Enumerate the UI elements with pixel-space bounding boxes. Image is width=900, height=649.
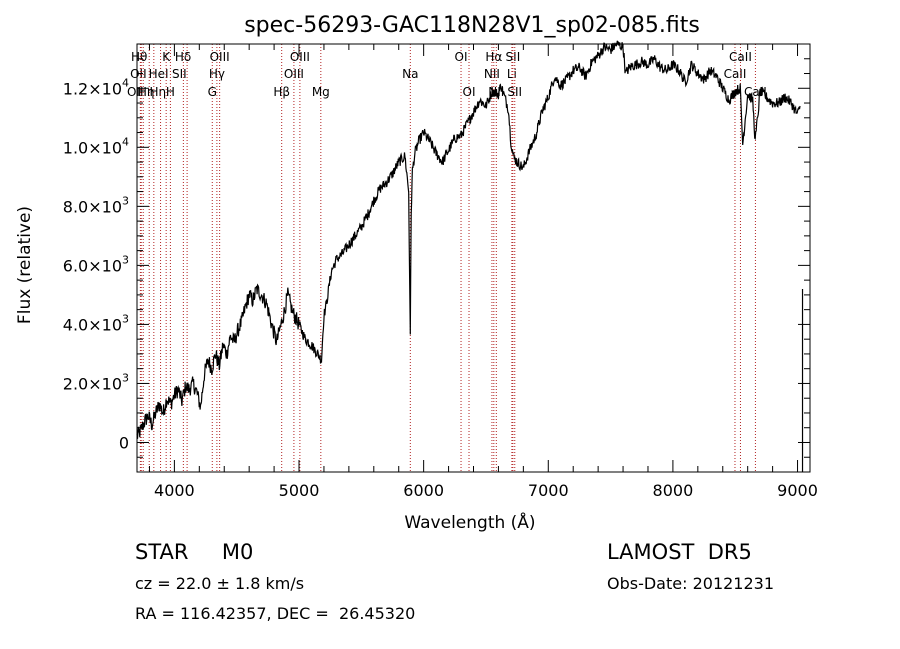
axes: 4000 5000 6000 7000 8000 900002.0×1034.0×1036… <box>63 43 818 500</box>
y-tick-label: 2.0×103 <box>63 371 129 393</box>
line-marker-label: Hη <box>150 85 167 99</box>
x-axis-label: Wavelength (Å) <box>404 511 535 533</box>
chart-title: spec-56293-GAC118N28V1_sp02-085.fits <box>244 13 700 38</box>
x-tick-label: 8000 <box>653 481 694 500</box>
line-marker-label: Hγ <box>209 67 225 81</box>
y-tick-mantissa: 4.0×10 <box>63 315 122 334</box>
line-marker-label: OIII <box>284 67 304 81</box>
observation-date: Obs-Date: 20121231 <box>607 574 775 593</box>
line-marker-label: HeI <box>149 67 169 81</box>
line-marker-label: CaII <box>729 50 752 64</box>
x-tick-label: 9000 <box>777 481 818 500</box>
line-marker-label: H <box>166 85 175 99</box>
y-tick-label: 4.0×103 <box>63 312 129 334</box>
redshift-velocity: cz = 22.0 ± 1.8 km/s <box>135 574 305 593</box>
y-tick-mantissa: 1.2×10 <box>63 79 122 98</box>
y-tick-mantissa: 2.0×10 <box>63 374 122 393</box>
line-marker-label: Hδ <box>175 50 191 64</box>
x-tick-label: 6000 <box>403 481 444 500</box>
line-marker-label: OIII <box>290 50 310 64</box>
coordinates: RA = 116.42357, DEC = 26.45320 <box>135 604 416 623</box>
line-marker-label: OIII <box>210 50 230 64</box>
x-tick-label: 5000 <box>279 481 320 500</box>
line-marker-label: SII <box>506 50 521 64</box>
y-tick-exponent: 4 <box>122 76 129 89</box>
x-tick-label: 4000 <box>154 481 195 500</box>
spectrum-line <box>136 40 801 439</box>
y-tick-exponent: 3 <box>122 194 129 207</box>
y-tick-mantissa: 0 <box>119 433 129 452</box>
y-tick-label: 0 <box>119 433 129 452</box>
y-tick-exponent: 3 <box>122 253 129 266</box>
line-marker-label: NII <box>484 67 500 81</box>
y-axis-label: Flux (relative) <box>15 206 35 324</box>
line-marker-label: K <box>162 50 171 64</box>
line-marker-label: G <box>208 85 217 99</box>
y-tick-exponent: 4 <box>122 135 129 148</box>
line-marker-label: Hβ <box>273 85 290 99</box>
line-marker-label: OI <box>455 50 468 64</box>
y-tick-label: 1.0×104 <box>63 135 129 157</box>
line-marker-label: SII <box>172 67 187 81</box>
x-tick-label: 7000 <box>528 481 569 500</box>
y-tick-exponent: 3 <box>122 312 129 325</box>
object-class: STAR M0 <box>135 540 254 564</box>
survey-name: LAMOST DR5 <box>607 540 752 564</box>
y-tick-exponent: 3 <box>122 371 129 384</box>
y-tick-label: 1.2×104 <box>63 76 129 98</box>
line-marker-label: Hα <box>485 50 502 64</box>
y-tick-mantissa: 1.0×10 <box>63 138 122 157</box>
line-marker-label: Na <box>402 67 418 81</box>
y-tick-mantissa: 6.0×10 <box>63 256 122 275</box>
y-tick-mantissa: 8.0×10 <box>63 197 122 216</box>
line-marker-label: SII <box>507 85 522 99</box>
line-marker-label: Li <box>507 67 517 81</box>
line-marker-label: Hθ <box>131 50 147 64</box>
y-tick-label: 8.0×103 <box>63 194 129 216</box>
y-tick-label: 6.0×103 <box>63 253 129 275</box>
line-marker-label: Mg <box>312 85 330 99</box>
line-marker-label: OI <box>463 85 476 99</box>
line-marker-label: CaII <box>724 67 747 81</box>
line-markers: HθOIIOIIHηHηHeIKHSIIHδGHγOIIIHβOIIIOIIIM… <box>127 44 804 472</box>
